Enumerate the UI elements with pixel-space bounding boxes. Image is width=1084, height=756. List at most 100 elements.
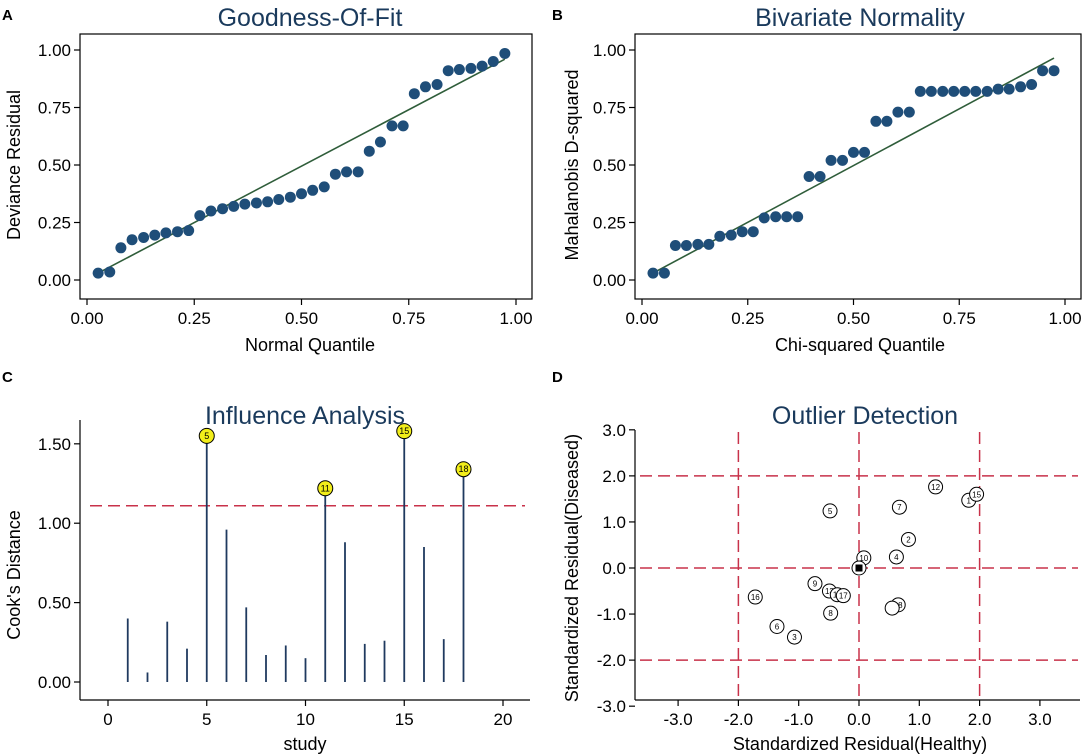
panel-a-point <box>115 242 127 254</box>
panel-a-xlabel: Normal Quantile <box>245 335 375 355</box>
panel-a-point <box>262 196 274 208</box>
panel-d-point-label: 5 <box>828 507 833 516</box>
panel-b-xlabel: Chi-squared Quantile <box>775 335 945 355</box>
panel-d-point <box>747 589 763 605</box>
panel-a-point <box>172 226 184 238</box>
panel-a-xtick-label: 0.75 <box>392 309 425 328</box>
panel-b-point <box>770 211 782 223</box>
panel-d-ylabel: Standardized Residual(Diseased) <box>562 434 582 702</box>
panel-b-point <box>892 106 904 118</box>
panel-b-point <box>814 171 826 182</box>
panel-a-point <box>487 56 499 67</box>
panel-c-xtick-label: 10 <box>296 710 315 729</box>
panel-a-point <box>419 81 431 93</box>
panel-b-point <box>948 85 960 97</box>
panel-a: A Goodness-Of-Fit Normal Quantile Devian… <box>2 4 533 355</box>
panel-b-point <box>736 226 748 238</box>
panel-b-point <box>903 106 915 118</box>
panel-b-xtick-label: 1.00 <box>1048 309 1081 328</box>
panel-b-point <box>837 154 849 166</box>
panel-d-point-label: 6 <box>775 622 780 631</box>
panel-d-point-label: 1 <box>967 496 972 505</box>
panel-b-point <box>970 85 982 97</box>
panel-b-plot-frame <box>634 33 1082 300</box>
panel-c-xtick-label: 15 <box>395 710 414 729</box>
panel-d-point-label: 9 <box>813 580 818 589</box>
panel-c-ytick-label: 0.50 <box>38 594 71 613</box>
panel-a-point <box>149 229 161 241</box>
panel-d-point <box>884 600 900 616</box>
panel-c-ytick-label: 0.00 <box>38 673 71 692</box>
panel-c-xtick-label: 20 <box>494 710 513 729</box>
panel-b-point <box>959 85 971 97</box>
panel-d-point <box>807 576 823 592</box>
panel-d-point-center <box>855 564 863 572</box>
panel-b-point <box>937 85 949 97</box>
panel-b-point <box>848 146 859 158</box>
panel-a-ytick-label: 1.00 <box>38 41 71 60</box>
panel-a-point <box>408 88 420 100</box>
panel-b-point <box>803 171 815 182</box>
panel-b-point <box>1037 65 1049 77</box>
panel-a-point <box>239 198 251 210</box>
panel-a-point <box>250 197 262 209</box>
panel-a-point <box>318 181 330 193</box>
panel-d-point <box>786 629 802 645</box>
panel-b-point <box>1048 65 1060 77</box>
panel-b-point <box>881 115 893 127</box>
panel-c-xtick-label: 5 <box>202 710 211 729</box>
panel-d-ytick-label: 3.0 <box>602 421 626 440</box>
panel-a-point <box>329 168 341 180</box>
panel-b-point <box>792 211 804 223</box>
panel-d-point-label: 3 <box>792 633 797 642</box>
panel-b-ytick-label: 0.00 <box>593 271 626 290</box>
panel-a-point <box>363 145 375 157</box>
panel-a-point <box>194 210 206 222</box>
panel-d-point-label: 7 <box>897 503 902 512</box>
panel-a-point <box>205 205 217 217</box>
panel-d-point-label: 12 <box>931 483 940 492</box>
panel-d-point-label: 15 <box>972 490 981 499</box>
panel-b-point <box>658 267 670 279</box>
panel-a-xtick-label: 1.00 <box>499 309 532 328</box>
panel-b-point <box>747 226 759 238</box>
panel-a-point <box>499 47 511 59</box>
panel-b-point <box>703 238 715 250</box>
panel-b-point <box>925 85 937 97</box>
panel-d-ytick-label: 1.0 <box>602 513 626 532</box>
panel-d-point <box>769 618 785 634</box>
panel-b-ytick-label: 0.50 <box>593 156 626 175</box>
panel-a-point <box>92 267 104 279</box>
panel-d-ytick-label: 0.0 <box>602 559 626 578</box>
panel-d-ytick-label: -3.0 <box>597 697 626 716</box>
panel-d-xlabel: Standardized Residual(Healthy) <box>733 734 987 754</box>
panel-a-point <box>465 62 477 74</box>
panel-a-point <box>273 194 285 205</box>
panel-c-xtick-label: 0 <box>103 710 112 729</box>
panel-b-letter: B <box>552 7 563 24</box>
panel-a-point <box>453 64 465 76</box>
panel-b-ytick-label: 0.25 <box>593 214 626 233</box>
panel-d-ytick-label: 2.0 <box>602 467 626 486</box>
panel-d-point-label: 8 <box>828 609 833 618</box>
panel-b-point <box>781 211 793 223</box>
panel-d: D Outlier Detection Standardized Residua… <box>552 369 1080 754</box>
panel-a-point <box>431 79 443 90</box>
panel-d-point-label: 10 <box>859 554 868 563</box>
panel-d-point-label: 16 <box>751 593 760 602</box>
panel-a-ylabel: Deviance Residual <box>4 90 24 240</box>
panel-b-xtick-label: 0.50 <box>837 309 870 328</box>
panel-c-highlight-label: 15 <box>399 426 409 436</box>
panel-a-ytick-label: 0.75 <box>38 99 71 118</box>
panel-d-point <box>822 503 838 519</box>
panel-d-point-label: 13 <box>825 587 834 596</box>
panel-a-ytick-label: 0.50 <box>38 156 71 175</box>
panel-b-xtick-label: 0.75 <box>943 309 976 328</box>
panel-d-xtick-label: -2.0 <box>724 710 753 729</box>
panel-b-point <box>1015 81 1027 93</box>
panel-d-point <box>900 531 916 547</box>
panel-b-point <box>914 85 926 97</box>
panel-b-point <box>825 154 837 166</box>
panel-b-title: Bivariate Normality <box>755 4 965 32</box>
